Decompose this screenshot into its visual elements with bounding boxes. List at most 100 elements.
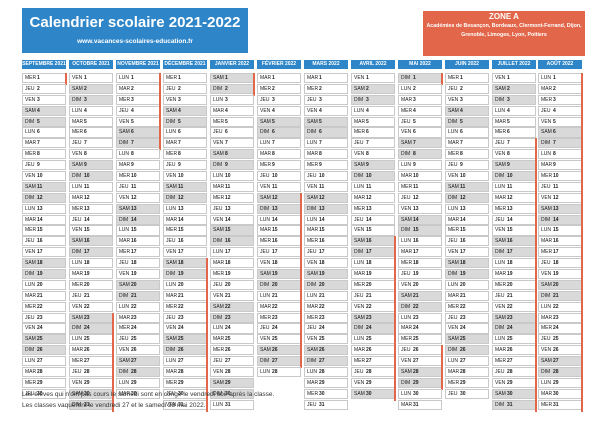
- day-cell: MAR 12: [492, 192, 537, 205]
- day-number: 23: [460, 314, 466, 321]
- day-number: 27: [178, 358, 184, 365]
- day-number: 1: [319, 75, 322, 81]
- weekday-label: DIM: [166, 347, 176, 354]
- day-cell: MAR 19: [351, 269, 396, 282]
- day-number: 9: [507, 162, 510, 169]
- day-cell: MER 17: [116, 247, 160, 258]
- day-number: 23: [131, 314, 137, 321]
- day-cell: DIM 6: [304, 127, 348, 138]
- day-cell: DIM 24: [351, 323, 396, 336]
- site-url[interactable]: www.vacances-scolaires-education.fr: [77, 38, 193, 45]
- day-number: 24: [553, 325, 559, 332]
- day-number: 15: [553, 227, 559, 234]
- day-cell: JEU 30: [163, 388, 208, 401]
- weekday-label: MAR: [448, 140, 460, 147]
- weekday-label: JEU: [213, 281, 223, 288]
- weekday-label: MAR: [72, 347, 84, 354]
- day-cell: JEU 20: [210, 279, 254, 291]
- weekday-label: VEN: [72, 379, 83, 386]
- weekday-label: DIM: [354, 173, 364, 180]
- day-number: 26: [460, 347, 466, 354]
- weekday-label: JEU: [307, 325, 317, 332]
- day-cell: MER 23: [257, 312, 302, 325]
- day-cell: MAR 8: [304, 149, 348, 160]
- day-number: 22: [225, 303, 231, 310]
- weekday-label: JEU: [166, 238, 176, 245]
- day-number: 2: [84, 85, 87, 92]
- weekday-label: VEN: [354, 227, 365, 234]
- day-cell: LUN 8: [116, 149, 160, 160]
- day-number: 11: [507, 183, 513, 190]
- day-cell: SAM 9: [69, 160, 113, 171]
- day-cell: DIM 5: [22, 116, 66, 127]
- day-number: 3: [272, 96, 275, 103]
- weekday-label: JEU: [448, 85, 458, 92]
- day-cell: MER 24: [538, 323, 583, 336]
- day-cell: DIM 24: [492, 323, 537, 336]
- month-column: FÉVRIER 2022 MAR 1 MER 2 JEU 3 VEN 4 SAM 5 DIM 6 LUN 7…: [257, 60, 302, 378]
- day-cell: DIM 28: [116, 367, 160, 378]
- weekday-label: VEN: [541, 118, 552, 125]
- weekday-label: MER: [448, 303, 460, 310]
- day-number: 31: [413, 401, 419, 408]
- day-cell: JEU 12: [398, 192, 442, 203]
- weekday-label: DIM: [401, 303, 411, 310]
- day-cell: LUN 27: [22, 356, 66, 367]
- day-number: 16: [319, 238, 325, 245]
- day-number: 26: [319, 347, 325, 354]
- month-column: OCTOBRE 2021 VEN 1 SAM 2 DIM 3 LUN 4 MAR 5 MER 6 JEU 7…: [69, 60, 114, 412]
- day-cell: MAR 3: [398, 94, 442, 105]
- day-cell: DIM 13: [304, 203, 348, 214]
- month-column: DÉCEMBRE 2021 MER 1 JEU 2 VEN 3 SAM 4 DIM 5 LUN 6 MAR…: [163, 60, 208, 412]
- weekday-label: LUN: [119, 303, 130, 310]
- day-cell: MER 8: [22, 149, 66, 160]
- weekday-label: DIM: [448, 347, 458, 354]
- day-cell: VEN 27: [398, 356, 443, 369]
- weekday-label: LUN: [541, 379, 552, 386]
- day-number: 17: [553, 249, 559, 256]
- weekday-label: LUN: [260, 216, 271, 223]
- day-number: 15: [225, 227, 231, 234]
- weekday-label: JEU: [495, 369, 505, 376]
- day-number: 31: [507, 401, 513, 408]
- day-number: 28: [131, 369, 137, 376]
- weekday-label: DIM: [213, 162, 223, 169]
- day-cell: JEU 6: [210, 127, 254, 138]
- day-cell: JEU 9: [445, 160, 489, 171]
- day-cell: VEN 4: [304, 105, 348, 116]
- day-cell: LUN 15: [538, 225, 583, 238]
- day-cell: MAR 14: [22, 214, 66, 225]
- weekday-label: LUN: [541, 75, 552, 81]
- day-cell: SAM 26: [304, 345, 348, 356]
- day-number: 12: [272, 194, 278, 201]
- day-cell: MAR 18: [210, 258, 254, 269]
- day-cell: VEN 31: [163, 399, 208, 412]
- weekday-label: SAM: [25, 336, 36, 343]
- day-number: 16: [553, 238, 559, 245]
- weekday-label: LUN: [495, 336, 506, 343]
- day-cell: JEU 25: [116, 334, 160, 345]
- day-number: 10: [225, 173, 231, 180]
- day-cell: LUN 4: [492, 105, 536, 116]
- weekday-label: DIM: [119, 140, 129, 147]
- weekday-label: JEU: [448, 314, 458, 321]
- weekday-label: LUN: [260, 369, 271, 376]
- day-cell: MER 6: [492, 127, 536, 138]
- weekday-label: DIM: [541, 216, 551, 223]
- weekday-label: MAR: [119, 390, 131, 397]
- weekday-label: MER: [354, 281, 366, 288]
- day-cell: LUN 8: [538, 149, 583, 162]
- weekday-label: LUN: [72, 336, 83, 343]
- day-number: 8: [272, 151, 275, 158]
- weekday-label: SAM: [495, 238, 506, 245]
- day-cell: MER 26: [210, 345, 254, 356]
- day-number: 13: [131, 205, 137, 212]
- weekday-label: DIM: [25, 271, 35, 278]
- day-number: 23: [413, 314, 419, 321]
- day-cell: VEN 13: [398, 203, 442, 214]
- day-number: 26: [272, 347, 278, 354]
- day-cell: SAM 30: [351, 388, 396, 401]
- weekday-label: SAM: [72, 162, 83, 169]
- weekday-label: VEN: [354, 151, 365, 158]
- day-cell: JEU 7: [69, 138, 113, 149]
